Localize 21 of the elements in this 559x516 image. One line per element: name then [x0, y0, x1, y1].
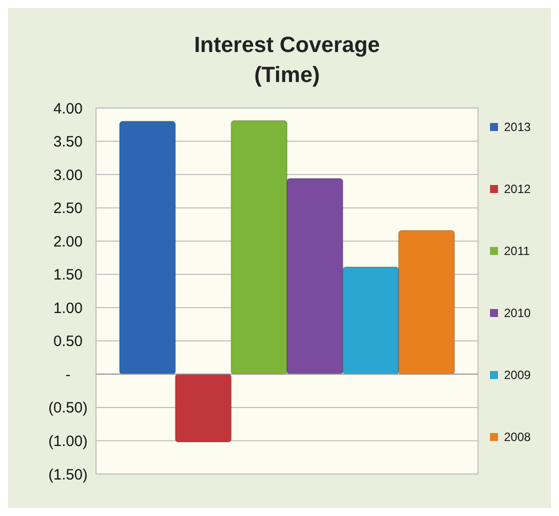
y-tick-label: (1.00) [48, 432, 88, 450]
y-tick-label: 3.00 [53, 166, 83, 184]
legend-label: 2010 [504, 306, 532, 320]
y-tick-label: 2.00 [53, 233, 83, 250]
legend-label: 2009 [504, 368, 532, 382]
y-tick-label: 3.50 [53, 134, 83, 151]
legend-label: 2012 [504, 182, 532, 196]
y-tick-label: 4.00 [53, 100, 83, 118]
y-tick-label: 1.50 [53, 266, 83, 284]
chart-title: Interest Coverage (Time) [194, 32, 380, 87]
y-tick-label: 2.50 [53, 200, 83, 218]
y-tick-label: (0.50) [48, 400, 88, 417]
bar [174, 374, 232, 443]
bar [119, 120, 176, 375]
y-tick-label: 1.00 [53, 300, 83, 317]
legend-label: 2013 [504, 120, 532, 134]
y-tick-label: 0.50 [53, 333, 83, 350]
y-tick-label: (1.50) [48, 466, 88, 484]
y-tick-label: - [66, 366, 70, 384]
legend-label: 2008 [504, 430, 532, 444]
legend-label: 2011 [504, 244, 530, 258]
